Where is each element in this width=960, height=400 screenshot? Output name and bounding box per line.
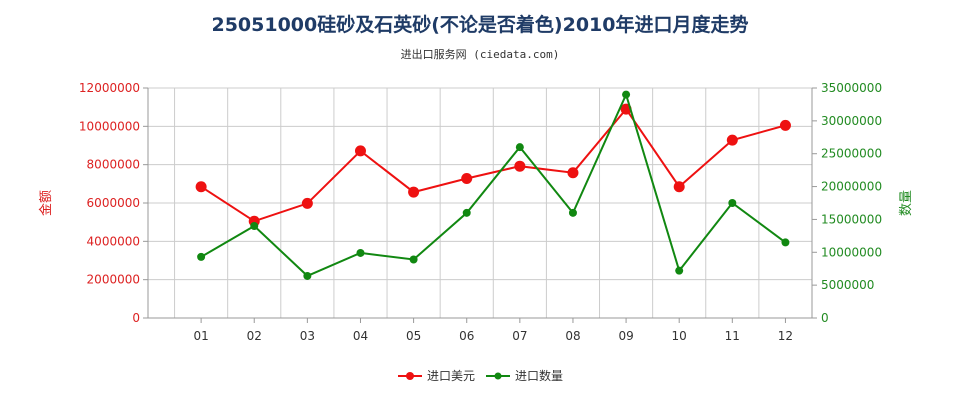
quantity-point xyxy=(462,208,471,217)
quantity-point xyxy=(622,90,631,99)
usd-point xyxy=(514,160,526,172)
x-tick-label: 04 xyxy=(353,329,368,343)
quantity-point xyxy=(303,271,312,280)
right-tick-label: 30000000 xyxy=(821,114,882,128)
quantity-point xyxy=(781,238,790,247)
x-tick-label: 06 xyxy=(459,329,474,343)
quantity-point xyxy=(568,208,577,217)
right-tick-label: 15000000 xyxy=(821,212,882,226)
left-tick-label: 12000000 xyxy=(79,81,140,95)
right-tick-label: 5000000 xyxy=(821,278,874,292)
legend-item-quantity-label: 进口数量 xyxy=(515,368,563,383)
left-tick-label: 8000000 xyxy=(87,158,140,172)
usd-point xyxy=(354,145,366,157)
x-tick-label: 11 xyxy=(725,329,740,343)
right-tick-label: 0 xyxy=(821,311,829,325)
series-line-quantity xyxy=(200,91,787,278)
left-axis-label: 金额 xyxy=(38,190,54,216)
right-tick-label: 25000000 xyxy=(821,147,882,161)
right-tick-label: 20000000 xyxy=(821,180,882,194)
grid-lines xyxy=(148,87,813,319)
legend-item-usd-label: 进口美元 xyxy=(427,369,475,383)
usd-point xyxy=(301,197,313,209)
x-tick-label: 05 xyxy=(406,329,421,343)
x-tick-label: 02 xyxy=(247,329,262,343)
x-tick-label: 10 xyxy=(672,329,687,343)
left-axis-ticks: 0 2000000 4000000 6000000 8000000 10000000 120… xyxy=(79,81,148,325)
usd-point xyxy=(461,172,473,184)
x-tick-label: 01 xyxy=(193,329,208,343)
x-tick-label: 08 xyxy=(565,329,580,343)
quantity-point xyxy=(409,255,418,264)
right-tick-label: 35000000 xyxy=(821,81,882,95)
usd-point xyxy=(673,181,685,193)
quantity-point xyxy=(515,143,524,152)
quantity-point xyxy=(250,222,259,230)
left-tick-label: 0 xyxy=(132,311,140,325)
x-tick-label: 07 xyxy=(512,329,527,343)
usd-point xyxy=(195,181,207,193)
right-axis-label: 数量 xyxy=(899,190,914,216)
legend-item-quantity-marker xyxy=(494,372,502,380)
quantity-point xyxy=(675,266,684,275)
right-axis-ticks: 0 5000000 10000000 15000000 20000000 25000000… xyxy=(812,81,882,325)
usd-point xyxy=(779,119,791,131)
left-tick-label: 2000000 xyxy=(87,273,140,287)
chart-title: 25051000硅砂及石英砂(不论是否着色)2010年进口月度走势 xyxy=(211,14,749,36)
usd-point xyxy=(567,167,579,179)
x-tick-label: 09 xyxy=(618,329,633,343)
usd-point xyxy=(726,134,738,146)
series-layer xyxy=(195,90,791,280)
left-tick-label: 10000000 xyxy=(79,119,140,133)
quantity-point xyxy=(356,248,365,257)
legend-item-usd-marker xyxy=(406,372,414,380)
quantity-point xyxy=(197,252,206,261)
left-tick-label: 6000000 xyxy=(87,196,140,210)
x-tick-label: 03 xyxy=(300,329,315,343)
usd-point xyxy=(408,186,420,198)
series-line-usd xyxy=(200,107,786,223)
legend: 进口美元 进口数量 xyxy=(398,368,563,383)
quantity-point xyxy=(728,199,737,207)
x-axis-ticks: 01 02 03 04 05 06 07 08 09 10 11 12 xyxy=(193,318,793,343)
left-tick-label: 4000000 xyxy=(87,234,140,248)
chart-subtitle: 进出口服务网 (ciedata.com) xyxy=(400,48,560,61)
right-tick-label: 10000000 xyxy=(821,245,882,259)
x-tick-label: 12 xyxy=(778,329,793,343)
